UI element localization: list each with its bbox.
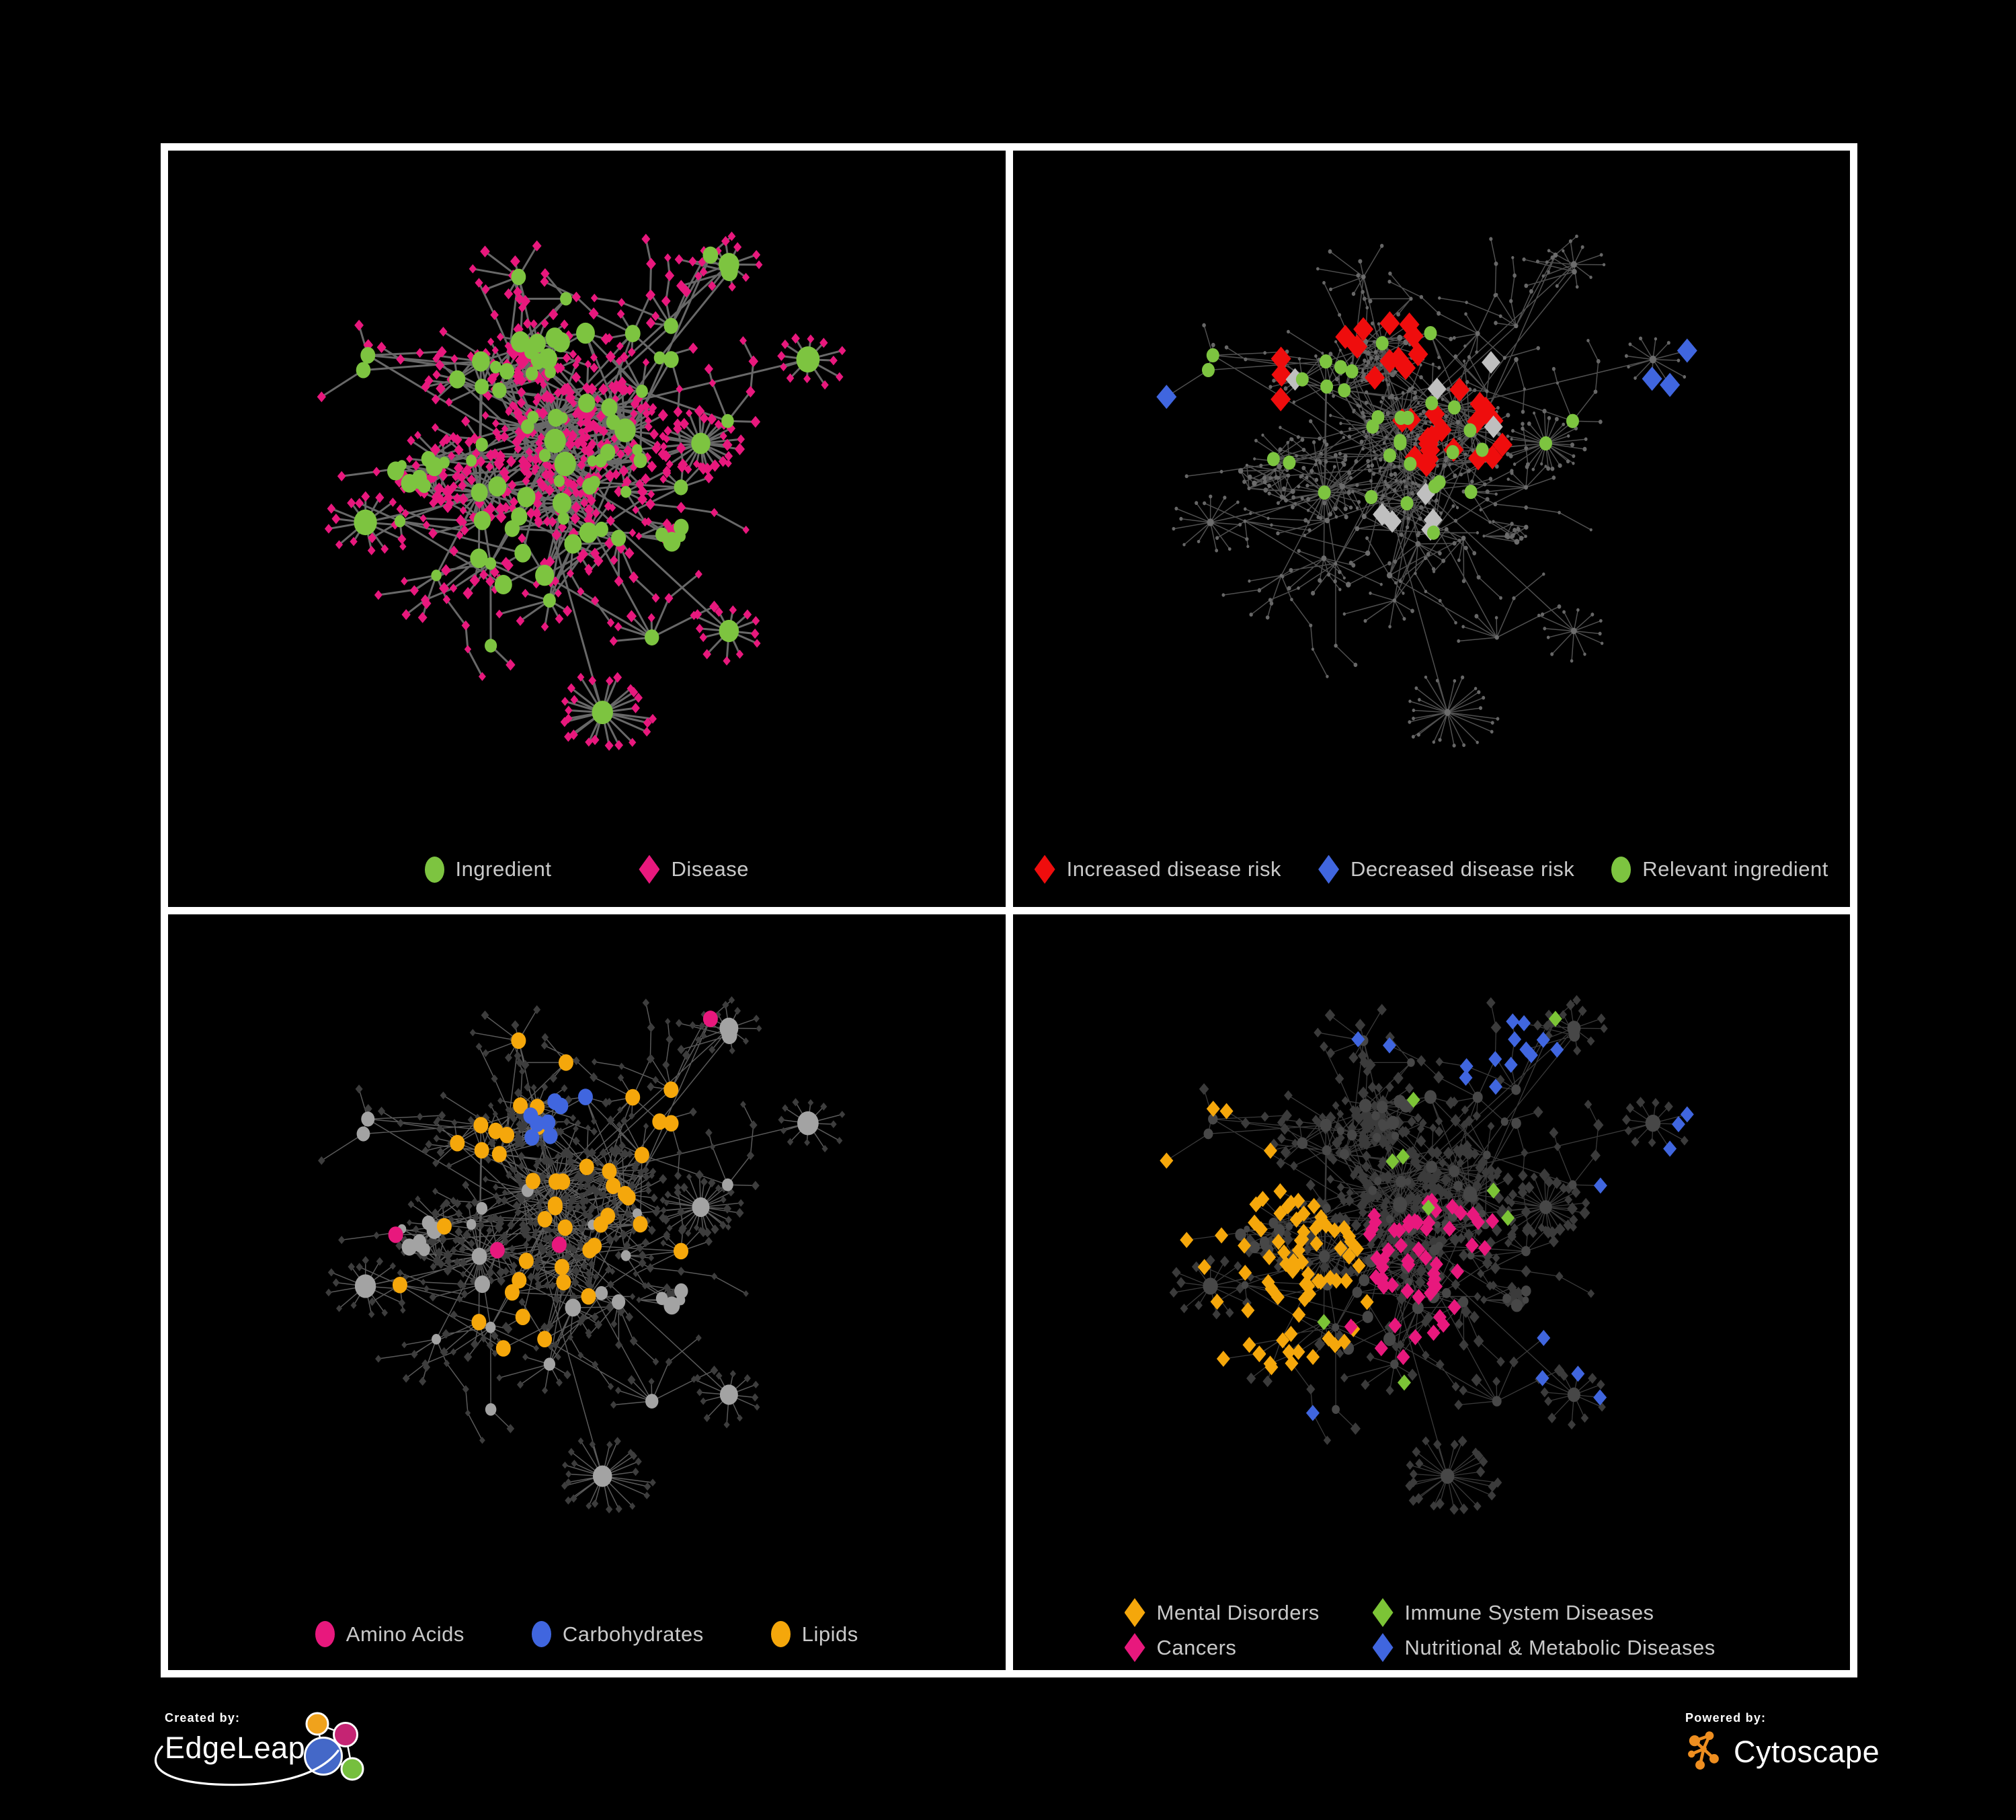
highlight-carbohydrates xyxy=(523,1088,593,1146)
cytoscape-logo-icon xyxy=(1688,1731,1719,1770)
ellipse-marker-icon xyxy=(531,1621,551,1647)
cytoscape-credit: Powered by: xyxy=(1685,1711,1880,1774)
legend-label: Nutritional & Metabolic Diseases xyxy=(1404,1635,1716,1659)
diamond-marker-icon xyxy=(1372,1598,1394,1627)
legend-item: Mental Disorders xyxy=(1124,1598,1373,1627)
legend-label: Amino Acids xyxy=(346,1622,465,1646)
ellipse-marker-icon xyxy=(770,1621,791,1647)
highlight-increased-risk xyxy=(1270,311,1513,477)
panel-ingredient-disease: Ingredient Disease xyxy=(168,151,1006,907)
network-graph-nutrient-classes xyxy=(318,996,846,1513)
legend-item: Immune System Diseases xyxy=(1372,1598,1716,1627)
ellipse-marker-icon xyxy=(1611,856,1631,883)
edgeleap-brand: EdgeLeap xyxy=(165,1731,306,1765)
panel-nutrient-classes: Amino Acids Carbohydrates Lipids xyxy=(168,914,1006,1670)
panel-disease-risk: Increased disease risk Decreased disease … xyxy=(1012,151,1851,907)
diamond-marker-icon xyxy=(1034,855,1055,884)
highlight-cancers xyxy=(1344,1192,1499,1365)
legend-label: Immune System Diseases xyxy=(1404,1600,1654,1624)
legend-item: Nutritional & Metabolic Diseases xyxy=(1372,1633,1716,1662)
diamond-marker-icon xyxy=(1124,1598,1145,1627)
legend-label: Decreased disease risk xyxy=(1350,857,1575,881)
legend-disease-risk: Increased disease risk Decreased disease … xyxy=(1013,855,1851,884)
legend-item: Disease xyxy=(639,855,749,884)
legend-item: Carbohydrates xyxy=(531,1621,704,1647)
legend-label: Mental Disorders xyxy=(1156,1600,1320,1624)
panel-grid: Ingredient Disease Increased disease risk… xyxy=(161,143,1857,1677)
legend-item: Ingredient xyxy=(424,856,552,883)
legend-label: Relevant ingredient xyxy=(1642,857,1828,881)
edgeleap-credit: Created by: EdgeLeap xyxy=(154,1711,364,1786)
legend-label: Increased disease risk xyxy=(1066,857,1282,881)
legend-ingredient-disease: Ingredient Disease xyxy=(168,855,1006,884)
legend-label: Cancers xyxy=(1156,1635,1237,1659)
legend-item: Lipids xyxy=(770,1621,858,1647)
legend-label: Disease xyxy=(671,857,749,881)
powered-by-label: Powered by: xyxy=(1685,1711,1767,1725)
legend-item: Increased disease risk xyxy=(1034,855,1282,884)
diamond-marker-icon xyxy=(639,855,660,884)
edgeleap-logo-icon xyxy=(304,1712,364,1781)
highlight-lipids xyxy=(392,1032,688,1357)
diamond-marker-icon xyxy=(1372,1633,1394,1662)
network-graph-ingredient-disease xyxy=(317,231,846,751)
diamond-marker-icon xyxy=(1318,855,1340,884)
created-by-label: Created by: xyxy=(165,1711,241,1725)
cytoscape-brand: Cytoscape xyxy=(1734,1735,1880,1769)
legend-item: Relevant ingredient xyxy=(1611,856,1828,883)
diamond-marker-icon xyxy=(1124,1633,1145,1662)
legend-item: Cancers xyxy=(1124,1633,1373,1662)
edgeleap-swoosh-icon xyxy=(154,1745,339,1786)
ellipse-marker-icon xyxy=(315,1621,335,1647)
legend-disease-classes: Mental Disorders Immune System Diseases Ca… xyxy=(1013,1598,1851,1662)
legend-label: Carbohydrates xyxy=(562,1622,704,1646)
network-graph-disease-risk xyxy=(1156,234,1697,748)
legend-nutrient-classes: Amino Acids Carbohydrates Lipids xyxy=(168,1621,1006,1647)
ellipse-marker-icon xyxy=(424,856,444,883)
legend-label: Ingredient xyxy=(455,857,552,881)
legend-item: Decreased disease risk xyxy=(1318,855,1574,884)
panel-disease-classes: Mental Disorders Immune System Diseases Ca… xyxy=(1012,914,1851,1670)
legend-item: Amino Acids xyxy=(315,1621,465,1647)
network-graph-disease-classes xyxy=(1159,994,1694,1515)
highlight-relevant-ingredient xyxy=(1201,325,1579,540)
legend-label: Lipids xyxy=(801,1622,858,1646)
